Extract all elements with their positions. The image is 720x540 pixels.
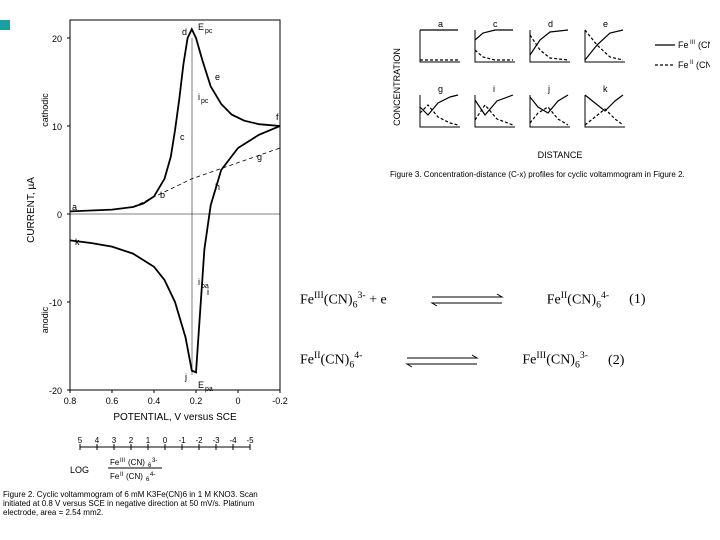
svg-text:II: II — [120, 472, 124, 478]
cathodic-label: cathodic — [40, 93, 50, 127]
svg-text:-10: -10 — [49, 298, 62, 308]
svg-text:II: II — [690, 60, 694, 66]
svg-text:0.4: 0.4 — [148, 396, 161, 406]
svg-text:g: g — [438, 84, 443, 94]
equation-1: FeIII(CN)63- + e FeII(CN)64- (1) — [300, 290, 645, 310]
profiles-xlabel: DISTANCE — [538, 150, 583, 160]
y-axis-label: CURRENT, µA — [26, 177, 37, 243]
svg-text:c: c — [493, 19, 498, 29]
svg-text:E: E — [198, 22, 204, 32]
equilibrium-arrow-icon — [402, 353, 482, 369]
svg-text:-1: -1 — [178, 436, 186, 445]
svg-text:0.6: 0.6 — [106, 396, 119, 406]
svg-text:-20: -20 — [49, 386, 62, 396]
figure2-caption: Figure 2. Cyclic voltammogram of 6 mM K3… — [3, 490, 263, 517]
svg-text:-4: -4 — [229, 436, 237, 445]
profiles-ylabel: CONCENTRATION — [392, 48, 402, 126]
svg-text:III: III — [120, 458, 125, 464]
svg-text:2: 2 — [129, 436, 134, 445]
svg-text:e: e — [215, 72, 220, 82]
svg-text:10: 10 — [52, 122, 62, 132]
svg-text:pc: pc — [201, 98, 209, 105]
svg-text:-2: -2 — [195, 436, 203, 445]
equations-block: FeIII(CN)63- + e FeII(CN)64- (1) FeII(CN… — [300, 290, 645, 411]
log-ratio-scale: 543210-1-2-3-4-5 LOG FeIII(CN)63- FeII(C… — [70, 435, 270, 485]
svg-text:-3: -3 — [212, 436, 220, 445]
svg-text:(CN): (CN) — [698, 40, 710, 50]
svg-text:pc: pc — [205, 28, 213, 35]
concentration-profiles: CONCENTRATION DISTANCE acde gijk FeIII(C… — [390, 15, 710, 160]
svg-text:0.8: 0.8 — [64, 396, 77, 406]
svg-text:d: d — [548, 19, 553, 29]
svg-text:5: 5 — [78, 436, 83, 445]
svg-text:0: 0 — [57, 210, 62, 220]
svg-text:j: j — [547, 84, 550, 94]
equilibrium-arrow-icon — [427, 292, 507, 308]
svg-text:LOG: LOG — [70, 465, 89, 475]
svg-text:(CN): (CN) — [696, 60, 710, 70]
svg-text:0: 0 — [163, 436, 168, 445]
svg-text:b: b — [160, 190, 165, 200]
svg-text:III: III — [690, 40, 695, 46]
svg-text:0: 0 — [235, 396, 240, 406]
svg-text:0.2: 0.2 — [190, 396, 203, 406]
cyclic-voltammogram-plot: 20 10 0 -10 -20 0.8 0.6 0.4 0.2 0 -0.2 C… — [20, 10, 290, 430]
svg-text:j: j — [184, 372, 187, 382]
svg-text:i: i — [493, 84, 495, 94]
svg-text:c: c — [180, 132, 185, 142]
anodic-label: anodic — [40, 306, 50, 333]
svg-text:i: i — [198, 92, 200, 102]
svg-text:pa: pa — [205, 386, 213, 393]
svg-text:h: h — [215, 182, 220, 192]
svg-text:1: 1 — [146, 436, 151, 445]
svg-text:k: k — [75, 237, 80, 247]
svg-text:-0.2: -0.2 — [272, 396, 288, 406]
svg-text:4-: 4- — [150, 472, 155, 478]
corner-marker — [0, 20, 10, 30]
svg-text:a: a — [438, 19, 443, 29]
svg-text:Fe: Fe — [110, 472, 120, 481]
svg-text:4: 4 — [95, 436, 100, 445]
svg-text:E: E — [198, 380, 204, 390]
svg-text:3: 3 — [112, 436, 117, 445]
svg-text:Fe: Fe — [678, 60, 689, 70]
svg-text:k: k — [603, 84, 608, 94]
svg-text:(CN): (CN) — [128, 458, 145, 467]
x-axis-label: POTENTIAL, V versus SCE — [113, 412, 237, 423]
svg-text:f: f — [276, 112, 279, 122]
svg-text:(CN): (CN) — [126, 472, 143, 481]
svg-text:20: 20 — [52, 34, 62, 44]
svg-text:i: i — [198, 277, 200, 287]
svg-text:Fe: Fe — [678, 40, 689, 50]
svg-text:e: e — [603, 19, 608, 29]
equation-2: FeII(CN)64- FeIII(CN)63- (2) — [300, 350, 645, 370]
svg-text:g: g — [257, 152, 262, 162]
svg-text:a: a — [72, 202, 77, 212]
svg-text:pa: pa — [201, 283, 209, 290]
svg-text:3-: 3- — [152, 458, 157, 464]
svg-text:-5: -5 — [246, 436, 254, 445]
svg-text:d: d — [182, 27, 187, 37]
svg-text:Fe: Fe — [110, 458, 120, 467]
figure3-caption: Figure 3. Concentration-distance (C-x) p… — [390, 170, 710, 179]
